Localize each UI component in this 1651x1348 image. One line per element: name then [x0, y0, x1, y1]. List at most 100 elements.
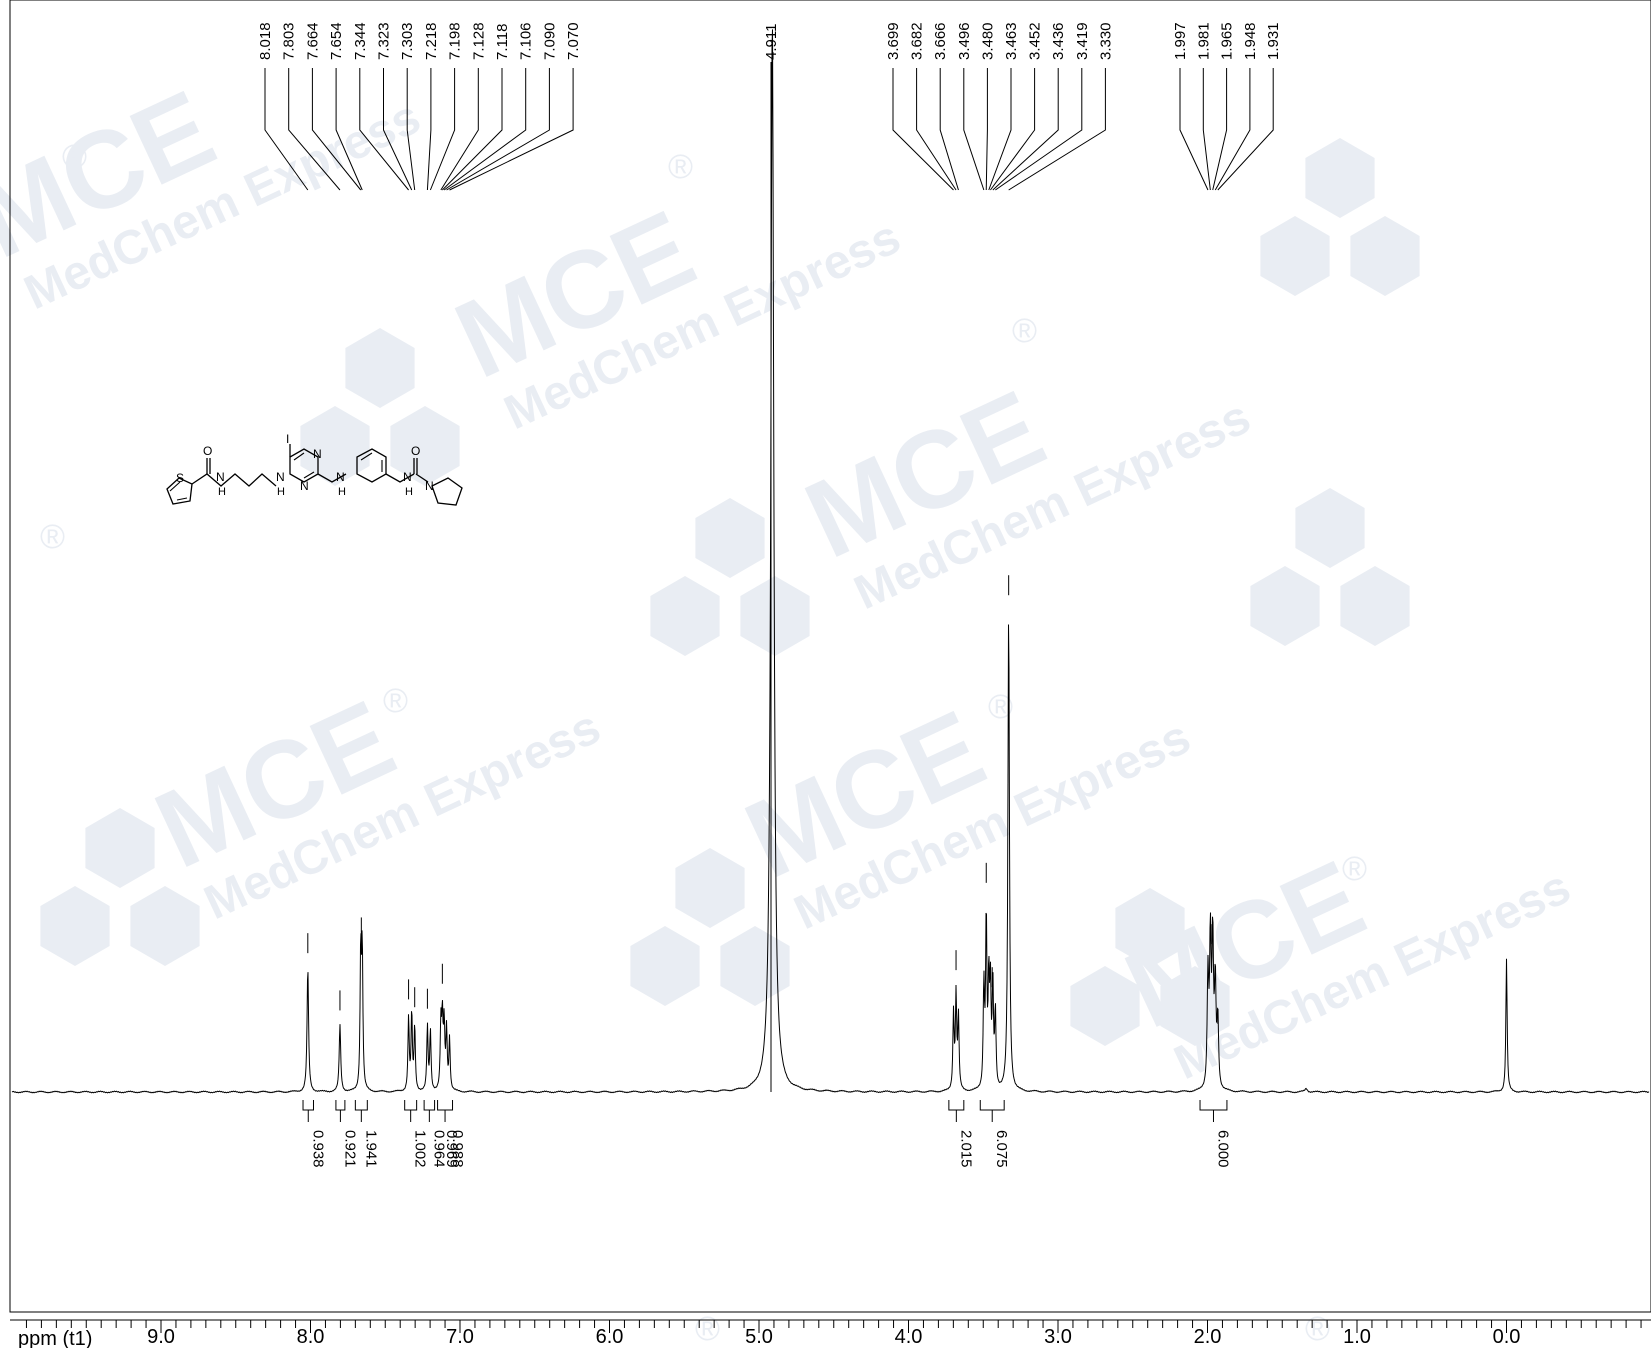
peak-label: 1.965 [1219, 22, 1236, 60]
integral-bracket [404, 1100, 418, 1111]
watermark-hex [1350, 216, 1420, 296]
watermark-registered: ® [1305, 1310, 1330, 1348]
peak-leader-line [1212, 68, 1228, 191]
peak-leader-line [446, 68, 550, 191]
peak-leader-line [1179, 68, 1209, 191]
peak-leader-line [443, 68, 527, 191]
sulfur-atom-label: S [176, 471, 184, 485]
nh-label-n3: N [336, 470, 345, 484]
watermark-logo-mark [300, 328, 460, 486]
peak-leader-line [1214, 68, 1251, 191]
peak-label: 7.106 [518, 22, 535, 60]
pyrimidine-n-label-2: N [300, 479, 309, 493]
peak-label: 7.090 [541, 22, 558, 60]
integral-value: 0.969 [443, 1130, 460, 1168]
x-tick-label: 3.0 [1044, 1326, 1072, 1348]
watermark-logo-mark [650, 498, 810, 656]
watermark-hex [390, 406, 460, 486]
peak-label: 7.654 [328, 22, 345, 60]
nh-label-n4: N [403, 470, 412, 484]
peak-leader-line [990, 68, 1036, 191]
x-tick-label: 6.0 [596, 1326, 624, 1348]
peak-leader-line [426, 68, 432, 191]
peak-label: 3.496 [956, 22, 973, 60]
x-tick-label: 4.0 [895, 1326, 923, 1348]
peak-label: 8.018 [257, 22, 274, 60]
peak-leader-line [288, 68, 341, 191]
watermark-hex [345, 328, 415, 408]
watermark-registered: ® [695, 1310, 720, 1348]
peak-label: 7.198 [447, 22, 464, 60]
watermark-hex [130, 886, 200, 966]
peak-label-layer: 8.018 7.803 7.664 7.654 7.344 7.323 7.303 7.218… [257, 22, 1282, 1092]
watermark-hex [1260, 216, 1330, 296]
peak-leader-line [1217, 68, 1274, 191]
peak-label: 3.419 [1074, 22, 1091, 60]
integral-bracket [302, 1100, 314, 1111]
nh-label-n1: N [216, 470, 225, 484]
pyrrolidine-n-label: N [425, 479, 434, 493]
watermark-hex [740, 576, 810, 656]
watermark-registered: ® [668, 148, 693, 186]
oxygen-atom-label-1: O [203, 444, 212, 458]
watermark-hex [650, 576, 720, 656]
integral-bracket [423, 1100, 436, 1111]
peak-leader-line [406, 68, 416, 191]
peak-label: 3.666 [932, 22, 949, 60]
watermark-registered: ® [62, 138, 87, 176]
x-tick-label: 2.0 [1194, 1326, 1222, 1348]
peak-leader-line [311, 68, 362, 191]
watermark-hex [1160, 966, 1230, 1046]
x-tick-label: 8.0 [297, 1326, 325, 1348]
watermark-registered: ® [1012, 312, 1037, 350]
peak-label: 3.463 [1003, 22, 1020, 60]
integral-bracket [335, 1100, 346, 1111]
x-axis: 9.0 8.0 7.0 6.0 5.0 4.0 3.0 2.0 1.0 0.0 ppm (t1) [10, 1319, 1651, 1348]
peak-leader-line [916, 68, 957, 191]
watermark-hex [1250, 566, 1320, 646]
x-tick-label: 7.0 [446, 1326, 474, 1348]
integral-bracket [979, 1100, 1005, 1111]
peak-leader-line [963, 68, 985, 191]
peak-label: 7.664 [304, 22, 321, 60]
peak-leader-line [383, 68, 413, 191]
peak-marker-layer [307, 575, 1213, 1011]
oxygen-atom-label-2: O [411, 444, 420, 458]
peak-leader-line [442, 68, 503, 191]
integral-value: 0.921 [341, 1130, 358, 1168]
integral-bracket [437, 1100, 454, 1111]
molecule-structure: S O N H N H I N N N H N H O N [166, 432, 463, 506]
watermark-hex [40, 886, 110, 966]
integral-value: 0.964 [430, 1130, 447, 1168]
nh-label-n2: N [276, 470, 285, 484]
integral-value: 6.000 [1214, 1130, 1231, 1168]
peak-label: 4.911 [763, 24, 780, 60]
nh-label-h2: H [277, 486, 285, 498]
watermark-logo-mark [40, 808, 200, 966]
iodine-atom-label: I [286, 432, 289, 446]
nh-label-h3: H [338, 486, 346, 498]
peak-label: 7.218 [423, 22, 440, 60]
peak-leader-line [985, 68, 988, 191]
watermark-hex [1305, 138, 1375, 218]
watermark-registered: ® [1342, 850, 1367, 888]
pyrimidine-n-label-1: N [313, 447, 322, 461]
peak-leader-line [995, 68, 1083, 191]
plot-frame [9, 0, 1651, 1313]
integral-bracket [948, 1100, 965, 1111]
peak-label: 3.452 [1027, 22, 1044, 60]
x-tick-label: 0.0 [1493, 1326, 1521, 1348]
peak-label: 1.997 [1172, 22, 1189, 60]
x-tick-label: 5.0 [745, 1326, 773, 1348]
watermark-hex [630, 926, 700, 1006]
watermark-logo-mark [1070, 888, 1230, 1046]
peak-label: 3.682 [909, 22, 926, 60]
peak-leader-line [988, 68, 1012, 191]
peak-label: 3.480 [979, 22, 996, 60]
watermark-registered: ® [383, 682, 408, 720]
watermark-hex [1295, 488, 1365, 568]
watermark-hex [695, 498, 765, 578]
